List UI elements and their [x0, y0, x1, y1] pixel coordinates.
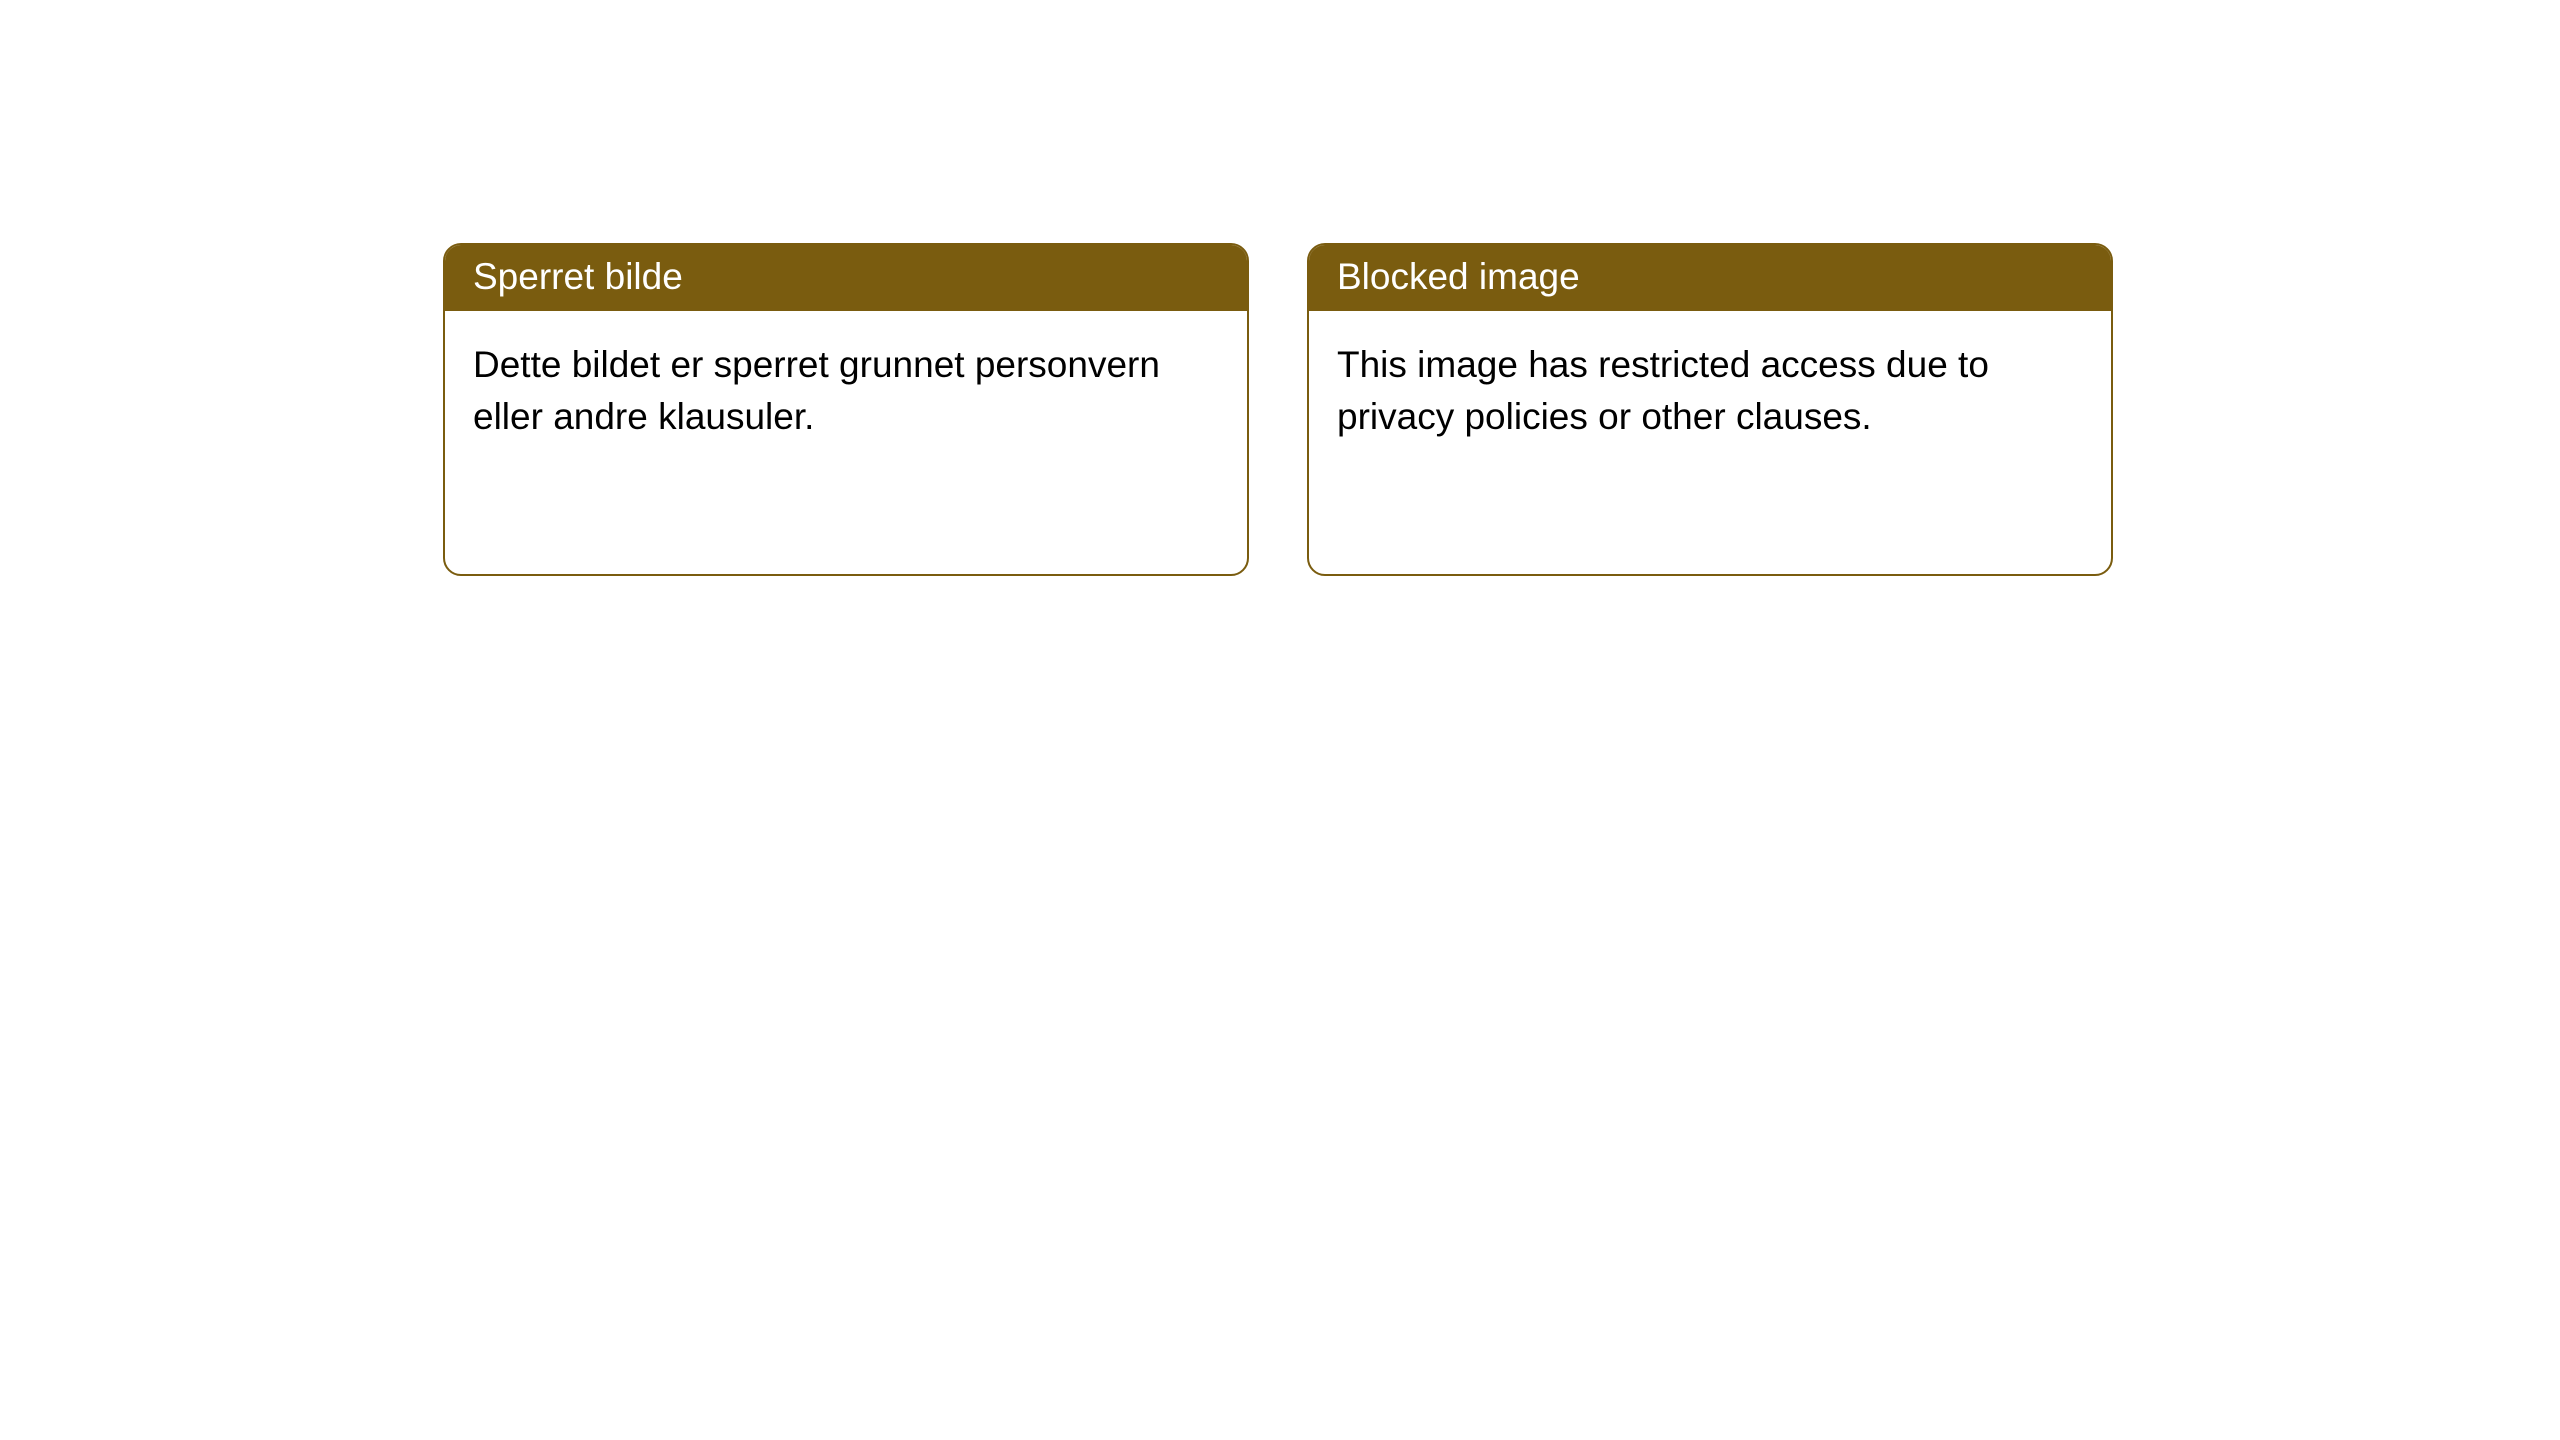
notice-card-norwegian: Sperret bilde Dette bildet er sperret gr…: [443, 243, 1249, 576]
notice-card-body: Dette bildet er sperret grunnet personve…: [445, 311, 1247, 471]
notice-card-english: Blocked image This image has restricted …: [1307, 243, 2113, 576]
notice-card-title: Sperret bilde: [445, 245, 1247, 311]
notice-card-title: Blocked image: [1309, 245, 2111, 311]
notice-card-body: This image has restricted access due to …: [1309, 311, 2111, 471]
notice-cards-container: Sperret bilde Dette bildet er sperret gr…: [443, 243, 2113, 576]
